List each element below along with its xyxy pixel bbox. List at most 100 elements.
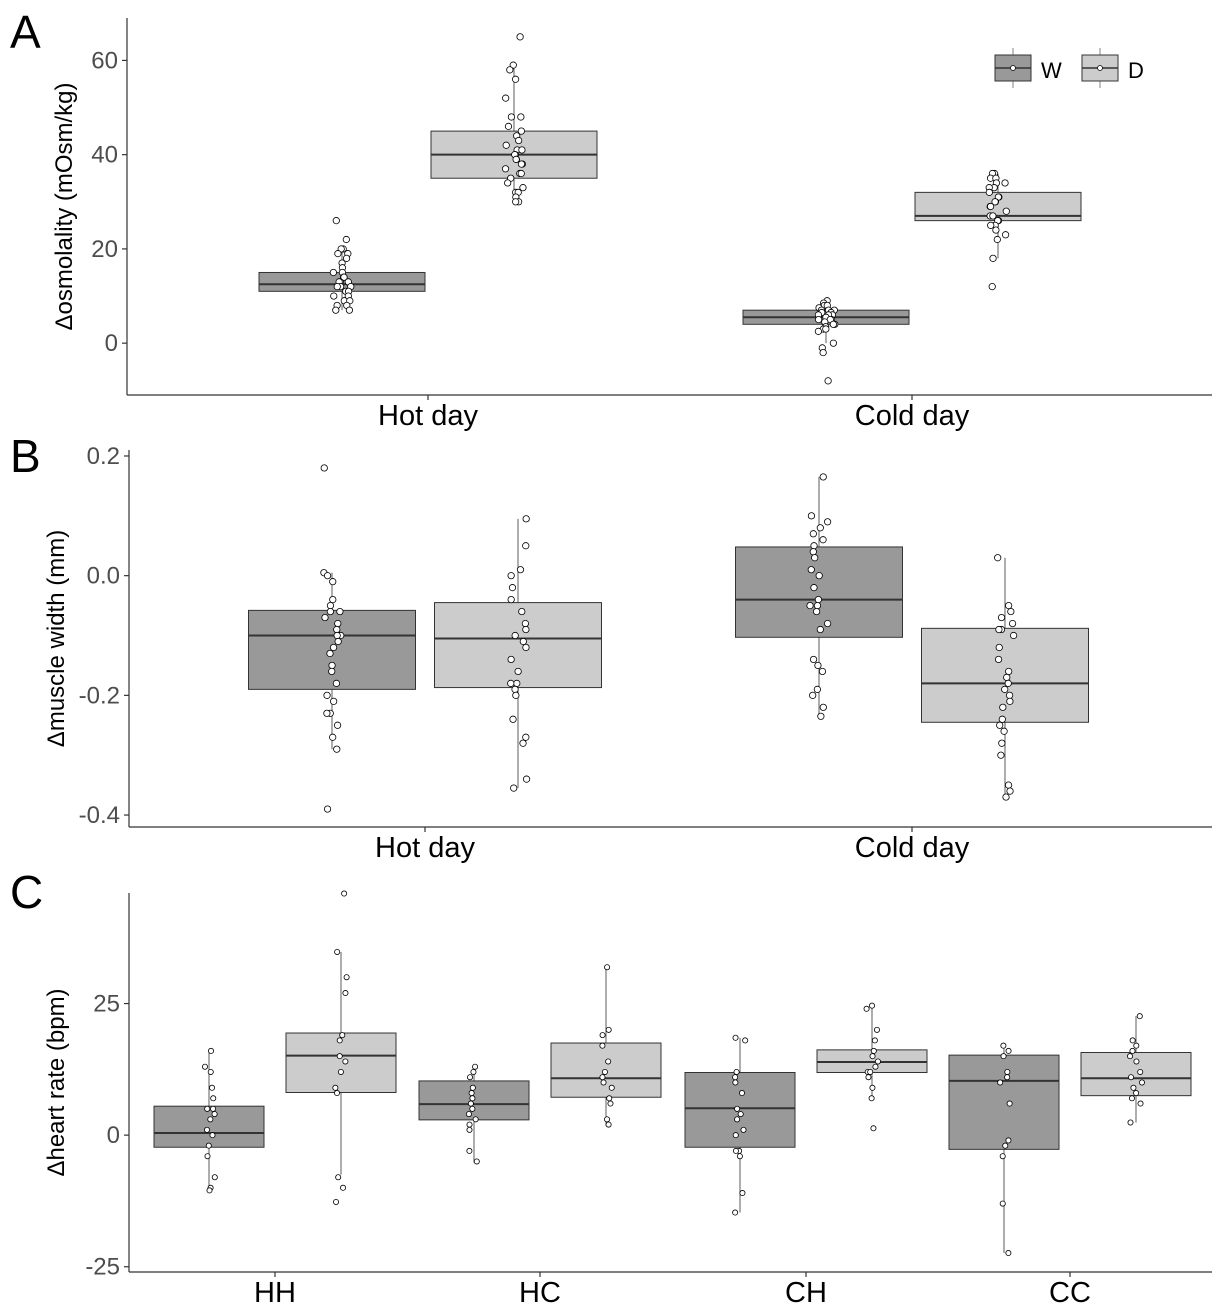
data-point <box>599 1074 606 1081</box>
data-point <box>995 625 1003 634</box>
box-D-hh <box>285 890 397 1205</box>
data-point <box>1006 697 1014 705</box>
data-point <box>869 1084 876 1091</box>
data-point <box>336 607 344 616</box>
data-point <box>466 1126 473 1133</box>
data-point <box>809 691 817 699</box>
box-W-hot-day <box>258 217 426 314</box>
data-point <box>507 572 515 580</box>
data-point <box>521 619 529 628</box>
data-point <box>1006 787 1014 795</box>
data-point <box>1137 1068 1144 1075</box>
data-point <box>989 212 997 220</box>
data-point <box>733 1068 740 1075</box>
data-point <box>818 667 827 676</box>
data-point <box>732 1147 739 1154</box>
data-point <box>517 113 525 121</box>
data-point <box>1133 1042 1140 1049</box>
box-D-hc <box>550 964 662 1128</box>
x-tick-label: CH <box>785 1277 827 1308</box>
data-point <box>522 542 530 550</box>
data-point <box>336 1053 343 1060</box>
data-point <box>1000 1053 1007 1060</box>
data-point <box>810 584 818 592</box>
data-point <box>999 703 1007 711</box>
data-point <box>599 1042 606 1049</box>
data-point <box>1001 685 1009 693</box>
data-point <box>992 226 1000 234</box>
data-point <box>501 165 510 173</box>
data-point <box>810 542 818 550</box>
data-point <box>205 1142 212 1149</box>
data-point <box>209 1084 216 1091</box>
data-point <box>995 643 1003 652</box>
data-point <box>1130 1084 1137 1091</box>
data-point <box>508 584 517 592</box>
box-D-cc <box>1080 1013 1192 1126</box>
data-point <box>814 661 822 670</box>
data-point <box>333 625 341 634</box>
data-point <box>522 625 530 634</box>
y-tick-label: 60 <box>91 47 118 74</box>
data-point <box>1002 1142 1009 1149</box>
data-point <box>998 715 1006 723</box>
data-point <box>816 524 824 532</box>
data-point <box>819 536 827 544</box>
data-point <box>334 637 342 646</box>
data-point <box>519 637 527 646</box>
data-point <box>522 643 530 652</box>
data-point <box>334 619 342 628</box>
data-point <box>607 1100 614 1107</box>
data-point <box>342 254 351 262</box>
data-point <box>1002 231 1010 239</box>
data-point <box>512 155 520 163</box>
y-tick-label: 0 <box>107 1122 120 1149</box>
data-point <box>472 1063 479 1070</box>
data-point <box>333 1090 340 1097</box>
data-point <box>515 136 523 145</box>
data-point <box>1000 1042 1007 1049</box>
data-point <box>466 1147 473 1154</box>
data-point <box>1005 1250 1012 1257</box>
data-point <box>1005 1137 1012 1144</box>
data-point <box>326 607 334 616</box>
data-point <box>806 601 814 610</box>
data-point <box>504 122 513 130</box>
data-point <box>1129 1047 1136 1054</box>
legend-label: W <box>1041 58 1062 83</box>
data-point <box>813 607 821 616</box>
y-axis-title: Δosmolality (mOsm/kg) <box>51 82 78 330</box>
data-point <box>1002 793 1010 801</box>
box-W-hh <box>153 1047 265 1194</box>
data-point <box>211 1111 218 1118</box>
data-point <box>863 1005 870 1012</box>
data-point <box>1138 1079 1145 1086</box>
data-point <box>600 1079 607 1086</box>
data-point <box>330 697 338 705</box>
data-point <box>1127 1119 1134 1126</box>
data-point <box>989 254 997 262</box>
data-point <box>809 655 818 664</box>
data-point <box>204 1153 211 1160</box>
y-axis-title: Δheart rate (bpm) <box>43 988 70 1176</box>
data-point <box>993 235 1001 244</box>
data-point <box>991 198 999 206</box>
data-point <box>1004 781 1013 789</box>
data-point <box>732 1132 739 1139</box>
data-point <box>994 554 1002 562</box>
data-point <box>987 221 995 229</box>
data-point <box>339 1032 346 1039</box>
data-point <box>1004 1074 1011 1081</box>
box-W-cold-day <box>735 473 903 720</box>
data-point <box>814 315 823 324</box>
data-point <box>516 566 525 574</box>
data-point <box>872 1063 879 1070</box>
data-point <box>734 1116 741 1123</box>
data-point <box>1136 1013 1143 1020</box>
y-tick-label: 0.0 <box>87 563 120 590</box>
data-point <box>604 1116 611 1123</box>
data-point <box>329 578 337 586</box>
data-point <box>814 596 822 604</box>
data-point <box>507 596 515 604</box>
data-point <box>811 554 819 562</box>
